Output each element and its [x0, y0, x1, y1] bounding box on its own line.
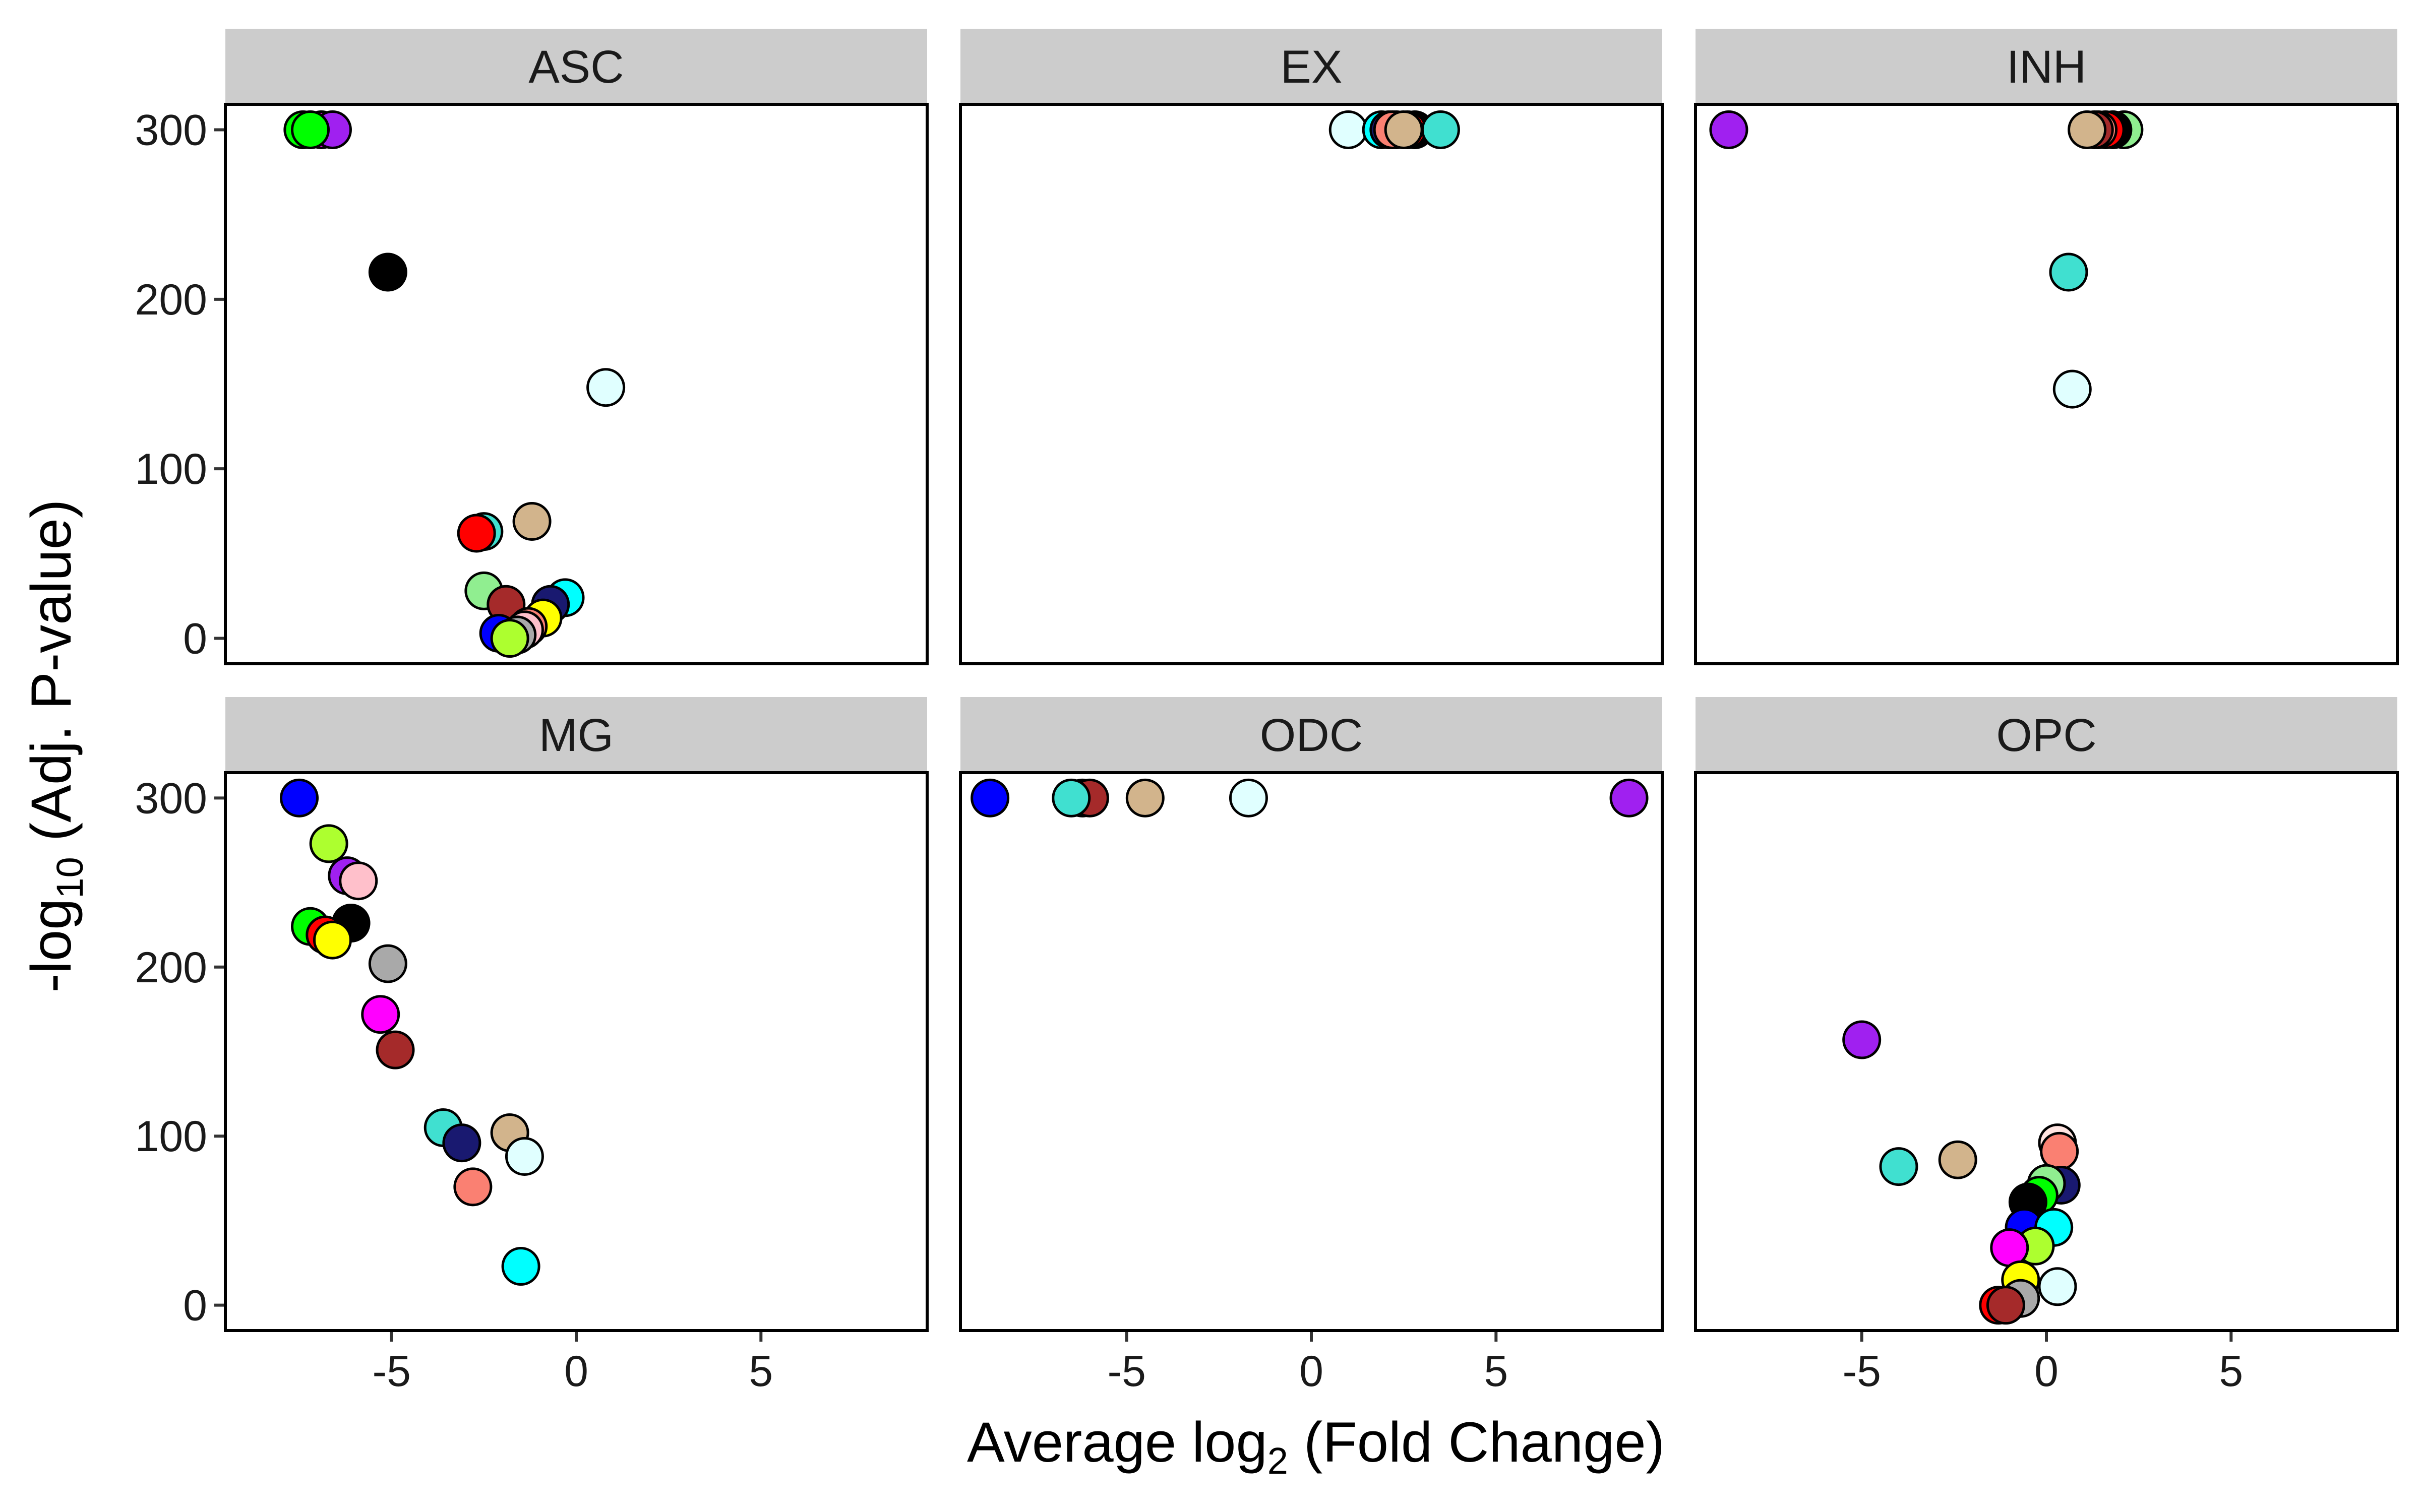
plot-area-ex — [960, 104, 1662, 664]
strip-opc — [1696, 697, 2397, 773]
x-axis-title: Average log2 (Fold Change) — [967, 1411, 1665, 1482]
plot-area-odc — [960, 773, 1662, 1331]
data-point-opc — [2038, 1267, 2077, 1306]
strip-asc — [225, 29, 927, 104]
data-point-mg — [280, 778, 319, 817]
panel-border-ex — [959, 103, 1664, 665]
data-point-mg — [505, 1137, 544, 1176]
y-tick-label: 300 — [135, 106, 208, 154]
y-tick-label: 200 — [135, 943, 208, 992]
x-tick-label: 5 — [749, 1347, 773, 1396]
y-tick-label: 100 — [135, 445, 208, 493]
data-point-inh — [2052, 369, 2092, 409]
y-tick-label: 100 — [135, 1112, 208, 1161]
data-point-odc — [1609, 778, 1649, 817]
data-point-opc — [1842, 1020, 1882, 1059]
y-axis-title-prefix: -log — [20, 899, 83, 993]
strip-inh — [1696, 29, 2397, 104]
x-tick-label: 5 — [2219, 1347, 2243, 1396]
data-point-mg — [368, 944, 407, 983]
panel-asc: ASC 0 100 200 300 — [135, 29, 929, 665]
data-point-odc — [1052, 778, 1091, 817]
y-tick-label: 300 — [135, 774, 208, 823]
plot-area-inh — [1696, 104, 2397, 664]
data-point-ex — [1384, 110, 1423, 149]
strip-label-inh: INH — [2007, 41, 2086, 93]
strip-label-opc: OPC — [1996, 710, 2096, 761]
x-tick-label: 0 — [564, 1347, 588, 1396]
panel-border-asc — [224, 103, 929, 665]
data-point-mg — [442, 1123, 481, 1163]
data-point-opc — [1986, 1286, 2025, 1325]
strip-ex — [960, 29, 1662, 104]
panel-mg: MG 0 100 200 300 -5 0 5 — [135, 697, 929, 1396]
strip-label-ex: EX — [1281, 41, 1343, 93]
data-point-inh — [2068, 110, 2107, 149]
y-tick-label: 200 — [135, 276, 208, 324]
x-axis-title-suffix: (Fold Change) — [1288, 1411, 1665, 1474]
data-point-asc — [457, 514, 496, 553]
panel-border-opc — [1694, 771, 2399, 1332]
panel-inh: INH — [1694, 29, 2399, 665]
x-axis-title-subscript: 2 — [1267, 1440, 1288, 1482]
panel-border-mg — [224, 771, 929, 1332]
data-point-inh — [2049, 253, 2088, 292]
data-point-asc — [291, 110, 330, 149]
panel-opc: OPC -5 0 5 — [1694, 697, 2399, 1396]
data-point-asc — [586, 368, 626, 407]
data-point-mg — [453, 1167, 493, 1207]
panel-odc: ODC -5 0 5 — [959, 697, 1664, 1396]
y-axis-title-subscript: 10 — [49, 857, 91, 898]
y-axis-title-suffix: (Adj. P-value) — [20, 499, 83, 857]
data-point-mg — [339, 861, 378, 901]
strip-label-mg: MG — [539, 710, 614, 761]
plot-area-asc — [225, 104, 927, 664]
x-tick-label: 0 — [2034, 1347, 2059, 1396]
strip-mg — [225, 697, 927, 773]
x-tick-label: -5 — [1107, 1347, 1145, 1396]
data-point-mg — [376, 1030, 415, 1069]
x-tick-label: 5 — [1484, 1347, 1508, 1396]
data-point-mg — [361, 995, 400, 1034]
data-point-asc — [490, 619, 529, 658]
data-point-mg — [501, 1247, 540, 1286]
data-point-odc — [1229, 778, 1268, 817]
strip-label-asc: ASC — [528, 41, 624, 93]
strip-odc — [960, 697, 1662, 773]
x-tick-label: -5 — [1842, 1347, 1881, 1396]
data-point-odc — [971, 778, 1010, 817]
y-tick-label: 0 — [183, 1282, 207, 1330]
x-tick-label: 0 — [1299, 1347, 1323, 1396]
data-point-odc — [1125, 778, 1165, 817]
data-point-opc — [1938, 1140, 1977, 1179]
data-point-mg — [313, 920, 352, 960]
panel-ex: EX — [959, 29, 1664, 665]
y-axis-title: -log10 (Adj. P-value) — [20, 499, 91, 993]
data-point-asc — [368, 253, 407, 292]
data-point-opc — [1879, 1147, 1918, 1186]
panel-border-odc — [959, 771, 1664, 1332]
x-axis-title-prefix: Average log — [967, 1411, 1267, 1474]
panels-layer: ASC 0 100 200 300 EX INH MG 0 100 200 300 -5 0 5 ODC -5 0… — [135, 29, 2399, 1396]
data-point-asc — [512, 501, 552, 541]
data-point-inh — [1709, 110, 1748, 149]
data-point-mg — [309, 824, 348, 863]
y-tick-label: 0 — [183, 615, 207, 663]
data-point-ex — [1421, 110, 1460, 149]
data-point-opc — [1990, 1228, 2029, 1268]
x-tick-label: -5 — [372, 1347, 410, 1396]
data-point-opc — [2040, 1131, 2079, 1171]
data-point-ex — [1328, 110, 1368, 149]
strip-label-odc: ODC — [1260, 710, 1363, 761]
panel-border-inh — [1694, 103, 2399, 665]
